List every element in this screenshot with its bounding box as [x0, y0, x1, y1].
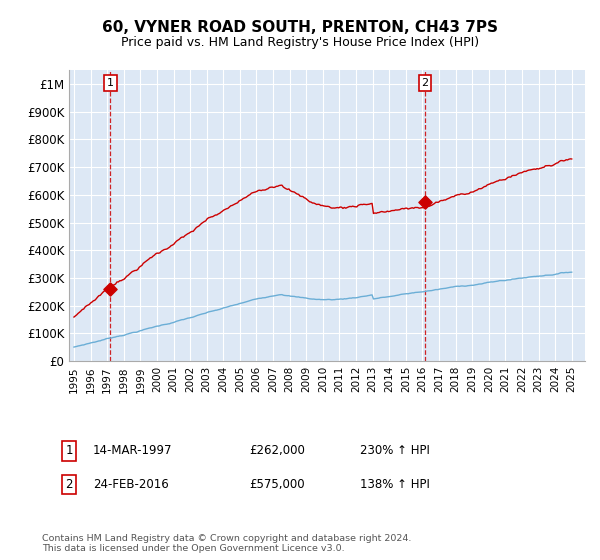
Text: 1: 1 [65, 444, 73, 458]
Text: Price paid vs. HM Land Registry's House Price Index (HPI): Price paid vs. HM Land Registry's House … [121, 36, 479, 49]
Text: 24-FEB-2016: 24-FEB-2016 [93, 478, 169, 491]
Text: 138% ↑ HPI: 138% ↑ HPI [360, 478, 430, 491]
Text: 60, VYNER ROAD SOUTH, PRENTON, CH43 7PS: 60, VYNER ROAD SOUTH, PRENTON, CH43 7PS [102, 20, 498, 35]
Text: £262,000: £262,000 [249, 444, 305, 458]
Text: £575,000: £575,000 [249, 478, 305, 491]
Text: 14-MAR-1997: 14-MAR-1997 [93, 444, 173, 458]
Text: 2: 2 [65, 478, 73, 491]
Text: 230% ↑ HPI: 230% ↑ HPI [360, 444, 430, 458]
Text: Contains HM Land Registry data © Crown copyright and database right 2024.
This d: Contains HM Land Registry data © Crown c… [42, 534, 412, 553]
Point [420, 197, 430, 206]
Text: 2: 2 [421, 78, 428, 88]
Text: 1: 1 [107, 78, 114, 88]
Point [106, 284, 115, 293]
